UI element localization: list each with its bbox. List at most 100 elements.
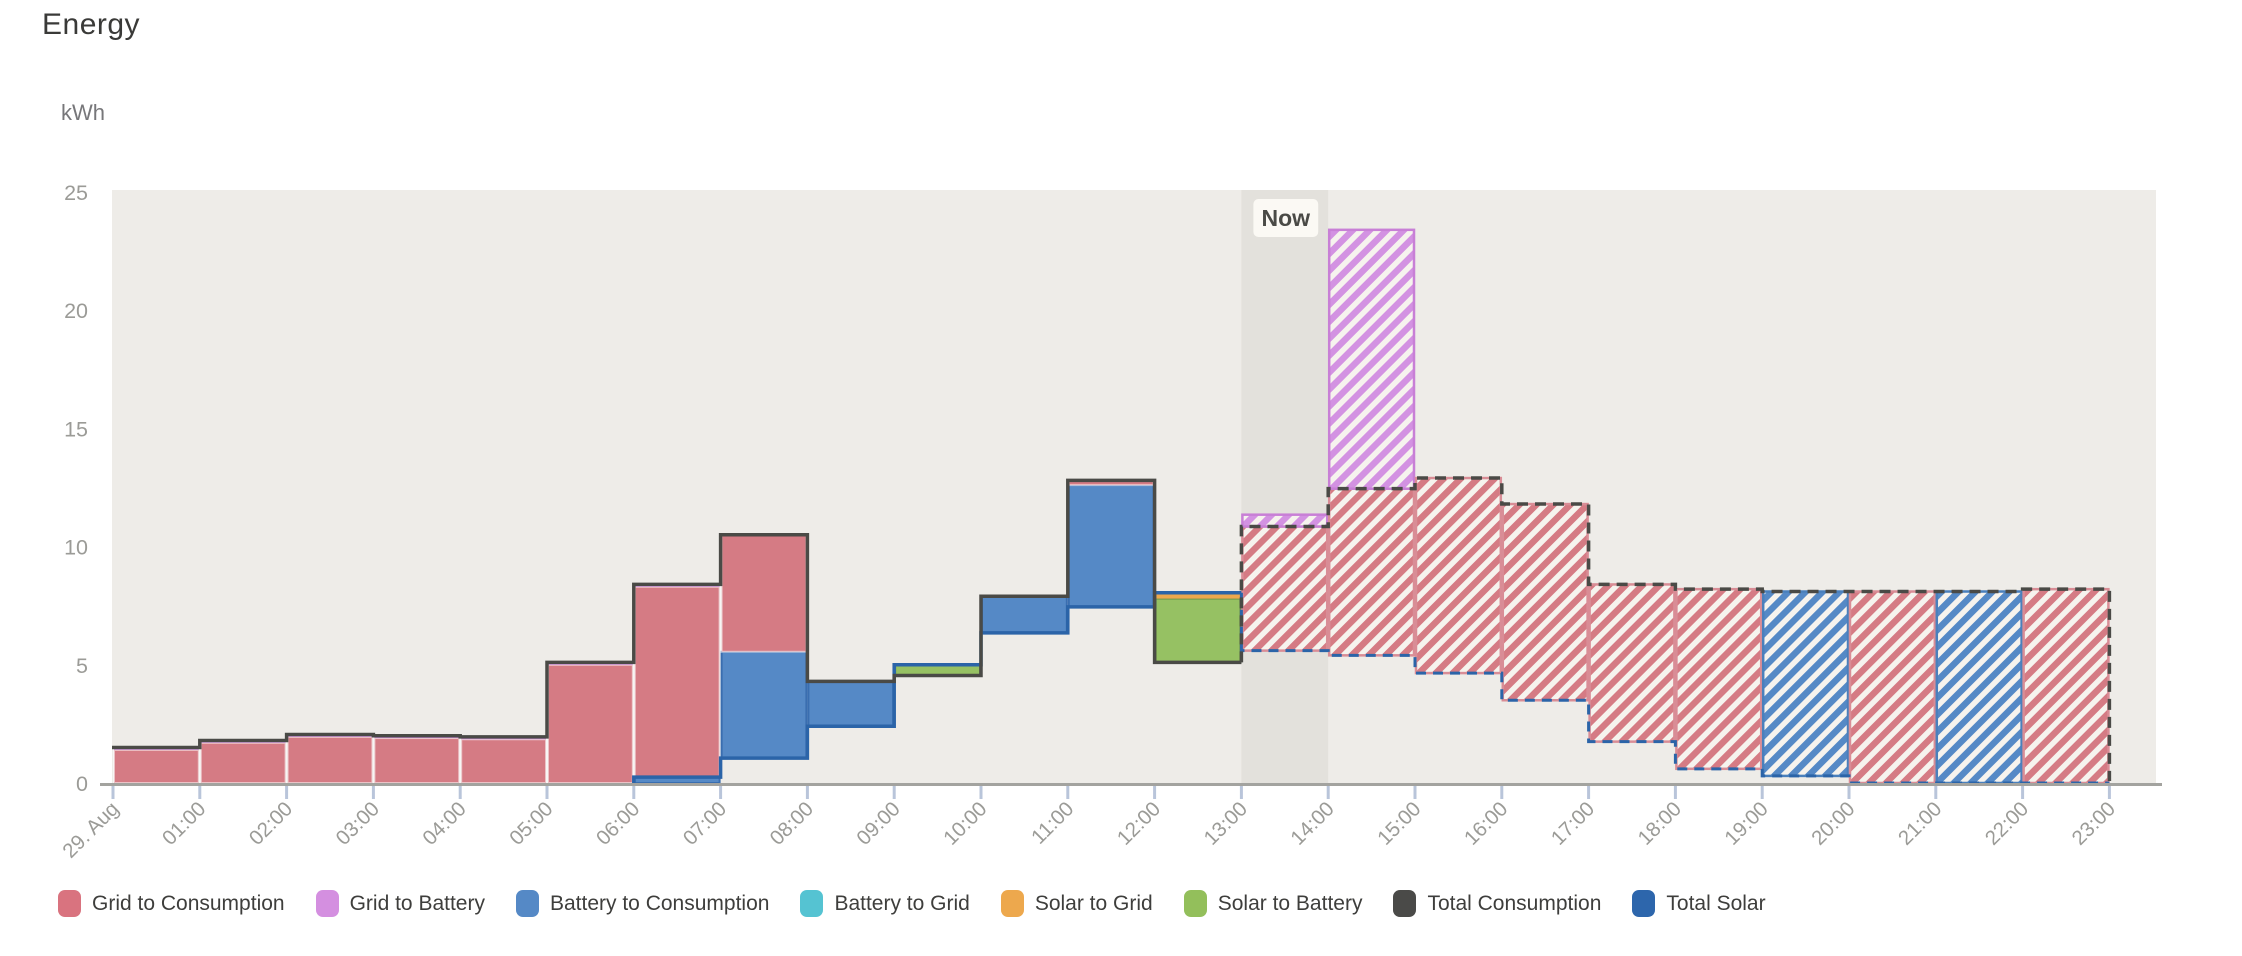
legend-swatch-solar-to-battery — [1183, 890, 1207, 917]
legend-swatch-battery-to-consumption — [515, 890, 539, 917]
x-tick-label: 08:00 — [765, 797, 818, 850]
now-label: Now — [1262, 205, 1311, 231]
segment-grid-to-consumption[interactable] — [373, 737, 461, 784]
x-tick-label: 04:00 — [418, 797, 471, 850]
bar-hour-22-00[interactable] — [2022, 587, 2110, 785]
segment-grid-to-consumption[interactable] — [460, 738, 548, 784]
legend-label: Grid to Consumption — [92, 891, 285, 915]
x-tick-label: 20:00 — [1807, 797, 1860, 850]
segment-grid-to-consumption[interactable] — [1501, 502, 1589, 702]
bar-hour-21-00[interactable] — [1935, 590, 2023, 785]
legend-item-solar-to-battery[interactable]: Solar to Battery — [1183, 890, 1363, 917]
segment-grid-to-battery[interactable] — [1327, 228, 1416, 490]
bar-hour-08-00[interactable] — [807, 680, 895, 728]
legend-swatch-battery-to-grid — [800, 890, 824, 917]
bar-hour-07-00[interactable] — [720, 533, 808, 760]
x-tick-label: 07:00 — [679, 797, 732, 850]
segment-grid-to-battery[interactable] — [1241, 513, 1329, 528]
segment-grid-to-consumption[interactable] — [1675, 587, 1763, 771]
x-axis-ticks: 29. Aug 01:00 02:00 03:00 04:00 05:00 06:00 07:… — [58, 786, 2120, 863]
x-tick-label: 23:00 — [2067, 797, 2120, 850]
legend-item-total-consumption[interactable]: Total Consumption — [1393, 890, 1601, 917]
legend-item-grid-to-battery[interactable]: Grid to Battery — [315, 890, 485, 917]
bar-hour-02-00[interactable] — [286, 734, 374, 784]
x-tick-label: 10:00 — [939, 797, 992, 850]
bar-hour-04-00[interactable] — [460, 736, 548, 784]
bar-hour-01-00[interactable] — [199, 740, 287, 785]
legend-label: Solar to Battery — [1217, 891, 1363, 915]
total-consumption-line-actual — [112, 478, 1242, 750]
legend-swatch-grid-to-battery — [315, 890, 339, 917]
legend-label: Grid to Battery — [349, 891, 485, 915]
segment-solar-to-battery[interactable] — [1154, 597, 1242, 664]
bar-hour-11-00[interactable] — [1067, 479, 1155, 608]
segment-grid-to-consumption[interactable] — [1588, 583, 1676, 743]
segment-grid-to-consumption[interactable] — [2022, 587, 2110, 785]
y-tick-label: 20 — [64, 299, 88, 323]
segment-grid-to-consumption[interactable] — [1327, 487, 1416, 657]
legend-item-solar-to-grid[interactable]: Solar to Grid — [1000, 890, 1153, 917]
total-consumption-line-forecast — [1239, 476, 2112, 781]
bar-hour-17-00[interactable] — [1588, 583, 1676, 743]
x-tick-label: 03:00 — [331, 797, 384, 850]
bar-hour-16-00[interactable] — [1501, 502, 1589, 702]
x-tick-label: 01:00 — [158, 797, 211, 850]
segment-battery-to-consumption[interactable] — [1935, 590, 2023, 785]
segment-battery-to-consumption[interactable] — [1067, 484, 1155, 608]
bars-layer — [113, 228, 2110, 785]
segment-grid-to-consumption[interactable] — [1848, 590, 1937, 785]
x-tick-label: 17:00 — [1547, 797, 1600, 850]
x-tick-label: 13:00 — [1199, 797, 1252, 850]
segment-grid-to-consumption[interactable] — [633, 585, 721, 779]
bar-hour-05-00[interactable] — [547, 662, 634, 784]
bar-hour-13-00[interactable] — [1241, 513, 1329, 652]
bar-hour-29-Aug[interactable] — [113, 747, 200, 784]
y-tick-label: 0 — [76, 772, 88, 796]
bar-hour-18-00[interactable] — [1675, 587, 1763, 771]
segment-solar-to-grid[interactable] — [1155, 592, 1241, 599]
bar-hour-06-00[interactable] — [633, 584, 721, 785]
x-tick-label: 06:00 — [592, 797, 645, 850]
y-tick-label: 25 — [64, 181, 88, 205]
bar-hour-19-00[interactable] — [1761, 590, 1850, 778]
chart-legend: Grid to Consumption Grid to Battery Batter… — [58, 890, 1766, 917]
bar-hour-14-00[interactable] — [1327, 228, 1416, 657]
y-tick-label: 5 — [76, 654, 88, 678]
segment-grid-to-consumption[interactable] — [1414, 476, 1503, 675]
y-axis-labels: 25 20 15 10 5 0 — [64, 181, 88, 796]
y-tick-label: 10 — [64, 536, 88, 560]
legend-item-battery-to-consumption[interactable]: Battery to Consumption — [515, 890, 769, 917]
segment-grid-to-consumption[interactable] — [720, 533, 808, 653]
segment-grid-to-consumption[interactable] — [547, 663, 634, 784]
segment-grid-to-consumption[interactable] — [199, 741, 287, 785]
segment-battery-to-consumption[interactable] — [981, 595, 1068, 634]
bar-hour-20-00[interactable] — [1848, 590, 1937, 785]
legend-item-total-solar[interactable]: Total Solar — [1632, 890, 1766, 917]
segment-grid-to-consumption[interactable] — [1241, 525, 1329, 652]
legend-label: Battery to Grid — [834, 891, 970, 915]
x-tick-label: 21:00 — [1894, 797, 1947, 850]
x-tick-label: 11:00 — [1027, 797, 1078, 848]
bar-hour-15-00[interactable] — [1414, 476, 1503, 675]
total-solar-line-actual — [632, 590, 1242, 783]
segment-battery-to-consumption[interactable] — [1761, 590, 1850, 778]
segment-battery-to-consumption[interactable] — [720, 650, 808, 760]
legend-label: Total Solar — [1666, 891, 1766, 915]
now-hour-band — [1241, 190, 1329, 783]
y-axis-unit-label: kWh — [61, 100, 105, 125]
legend-item-battery-to-grid[interactable]: Battery to Grid — [800, 890, 970, 917]
bar-hour-12-00[interactable] — [1154, 592, 1242, 664]
now-marker: Now — [1253, 199, 1319, 237]
bar-hour-10-00[interactable] — [981, 595, 1068, 634]
legend-label: Total Consumption — [1427, 891, 1602, 915]
segment-battery-to-consumption[interactable] — [807, 680, 895, 728]
segment-grid-to-consumption[interactable] — [286, 735, 374, 784]
legend-item-grid-to-consumption[interactable]: Grid to Consumption — [58, 890, 285, 917]
x-tick-label: 14:00 — [1286, 797, 1339, 850]
segment-grid-to-consumption[interactable] — [113, 748, 200, 784]
x-tick-label: 22:00 — [1981, 797, 2034, 850]
x-tick-label: 05:00 — [505, 797, 558, 850]
bar-hour-03-00[interactable] — [373, 735, 461, 784]
